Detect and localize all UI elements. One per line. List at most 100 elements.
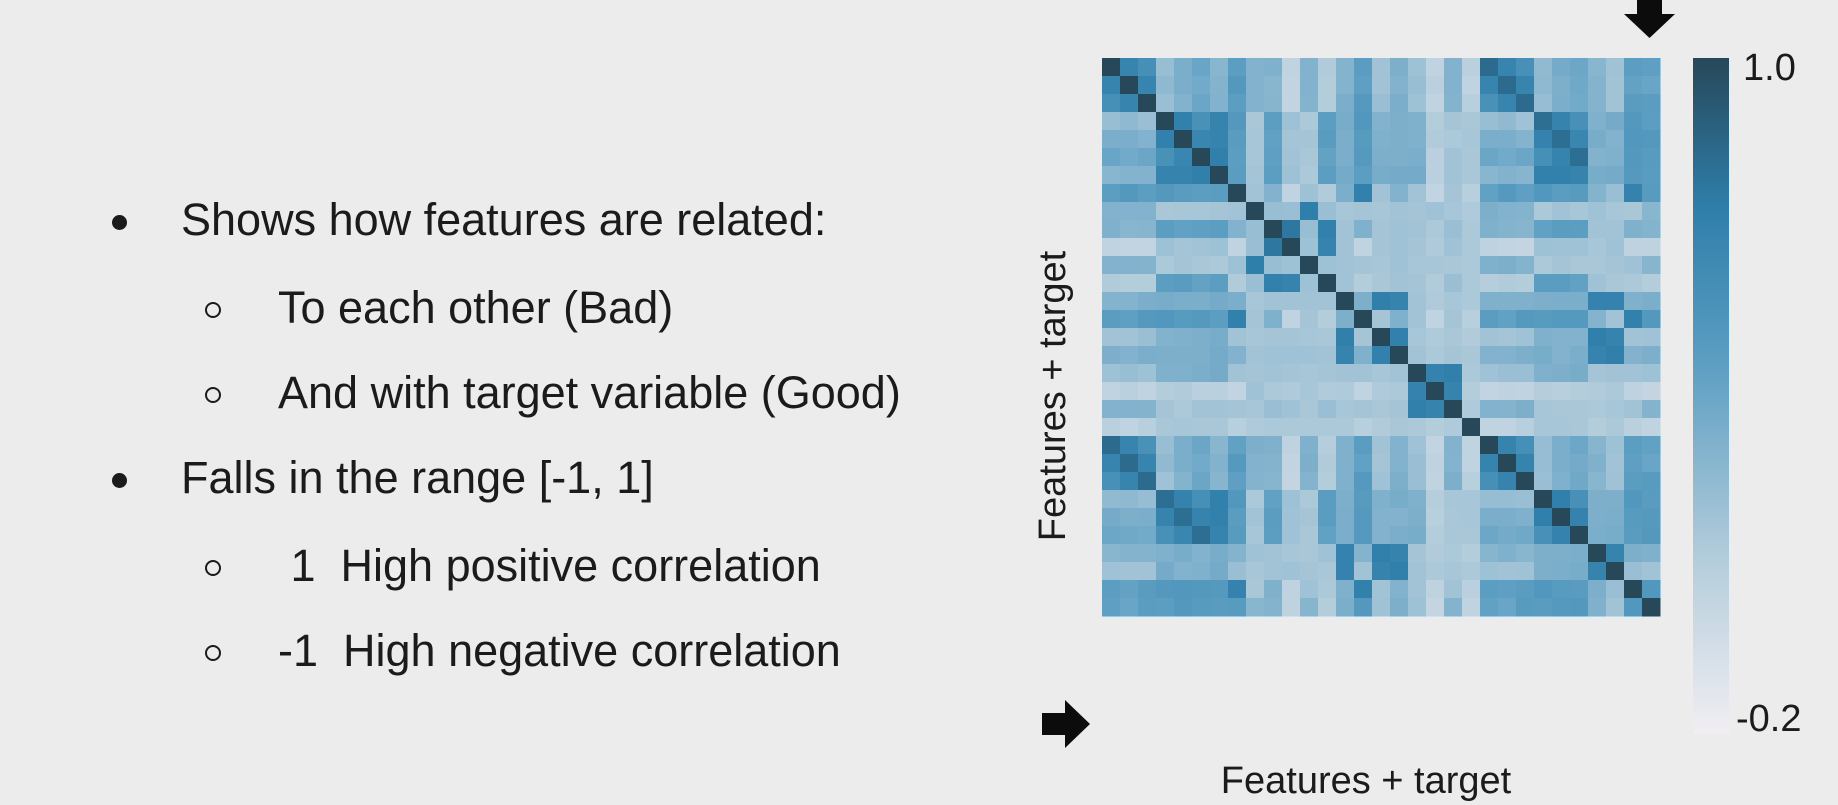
heatmap-cell-7-2: [1138, 184, 1157, 203]
heatmap-cell-19-16: [1390, 400, 1409, 419]
heatmap-cell-12-17: [1408, 274, 1427, 293]
heatmap-cell-10-19: [1444, 238, 1463, 257]
heatmap-cell-1-11: [1300, 76, 1319, 95]
heatmap-cell-24-17: [1408, 490, 1427, 509]
heatmap-cell-7-17: [1408, 184, 1427, 203]
heatmap-cell-29-6: [1210, 580, 1229, 599]
heatmap-cell-10-12: [1318, 238, 1337, 257]
heatmap-cell-7-24: [1534, 184, 1553, 203]
heatmap-cell-4-20: [1462, 130, 1481, 149]
heatmap-cell-21-3: [1156, 436, 1175, 455]
heatmap-cell-14-1: [1120, 310, 1139, 329]
heatmap-cell-13-8: [1246, 292, 1265, 311]
heatmap-cell-18-4: [1174, 382, 1193, 401]
heatmap-cell-1-14: [1354, 76, 1373, 95]
heatmap-cell-13-26: [1570, 292, 1589, 311]
heatmap-cell-26-30: [1642, 526, 1661, 545]
heatmap-cell-26-19: [1444, 526, 1463, 545]
heatmap-cell-16-27: [1588, 346, 1607, 365]
heatmap-cell-29-4: [1174, 580, 1193, 599]
heatmap-cell-25-1: [1120, 508, 1139, 527]
heatmap-cell-14-24: [1534, 310, 1553, 329]
heatmap-cell-23-15: [1372, 472, 1391, 491]
heatmap-cell-4-24: [1534, 130, 1553, 149]
heatmap-cell-22-8: [1246, 454, 1265, 473]
heatmap-cell-29-0: [1102, 580, 1121, 599]
heatmap-cell-26-3: [1156, 526, 1175, 545]
heatmap-cell-7-27: [1588, 184, 1607, 203]
heatmap-cell-2-20: [1462, 94, 1481, 113]
heatmap-cell-12-0: [1102, 274, 1121, 293]
heatmap-cell-26-22: [1498, 526, 1517, 545]
heatmap-cell-24-14: [1354, 490, 1373, 509]
heatmap-cell-3-14: [1354, 112, 1373, 131]
heatmap-cell-19-24: [1534, 400, 1553, 419]
heatmap-cell-1-1: [1120, 76, 1139, 95]
heatmap-cell-3-1: [1120, 112, 1139, 131]
heatmap-cell-4-7: [1228, 130, 1247, 149]
heatmap-cell-7-23: [1516, 184, 1535, 203]
heatmap-cell-4-19: [1444, 130, 1463, 149]
heatmap-cell-21-17: [1408, 436, 1427, 455]
heatmap-cell-9-20: [1462, 220, 1481, 239]
heatmap-cell-9-3: [1156, 220, 1175, 239]
heatmap-cell-10-3: [1156, 238, 1175, 257]
heatmap-cell-14-21: [1480, 310, 1499, 329]
heatmap-cell-28-0: [1102, 562, 1121, 581]
heatmap-cell-19-25: [1552, 400, 1571, 419]
heatmap-cell-3-3: [1156, 112, 1175, 131]
heatmap-cell-25-18: [1426, 508, 1445, 527]
heatmap-cell-24-23: [1516, 490, 1535, 509]
heatmap-cell-21-16: [1390, 436, 1409, 455]
heatmap-cell-30-2: [1138, 598, 1157, 617]
heatmap-cell-11-20: [1462, 256, 1481, 275]
heatmap-cell-21-8: [1246, 436, 1265, 455]
heatmap-cell-22-29: [1624, 454, 1643, 473]
heatmap-cell-12-22: [1498, 274, 1517, 293]
heatmap-cell-11-28: [1606, 256, 1625, 275]
heatmap-cell-27-11: [1300, 544, 1319, 563]
heatmap-cell-15-23: [1516, 328, 1535, 347]
heatmap-cell-2-7: [1228, 94, 1247, 113]
heatmap-cell-2-4: [1174, 94, 1193, 113]
heatmap-cell-18-13: [1336, 382, 1355, 401]
x-axis-label: Features + target: [1221, 760, 1512, 802]
heatmap-cell-6-27: [1588, 166, 1607, 185]
heatmap-cell-27-22: [1498, 544, 1517, 563]
heatmap-cell-1-20: [1462, 76, 1481, 95]
heatmap-cell-6-11: [1300, 166, 1319, 185]
heatmap-cell-24-5: [1192, 490, 1211, 509]
heatmap-cell-25-0: [1102, 508, 1121, 527]
heatmap-cell-8-21: [1480, 202, 1499, 221]
heatmap-cell-25-9: [1264, 508, 1283, 527]
heatmap-cell-1-18: [1426, 76, 1445, 95]
heatmap-cell-28-4: [1174, 562, 1193, 581]
heatmap-cell-26-1: [1120, 526, 1139, 545]
heatmap-cell-13-16: [1390, 292, 1409, 311]
heatmap-cell-10-29: [1624, 238, 1643, 257]
heatmap-cell-25-30: [1642, 508, 1661, 527]
heatmap-cell-4-1: [1120, 130, 1139, 149]
heatmap-cell-30-7: [1228, 598, 1247, 617]
heatmap-cell-10-0: [1102, 238, 1121, 257]
heatmap-cell-10-21: [1480, 238, 1499, 257]
heatmap-cell-13-1: [1120, 292, 1139, 311]
heatmap-cell-12-4: [1174, 274, 1193, 293]
heatmap-cell-3-19: [1444, 112, 1463, 131]
heatmap-cell-0-2: [1138, 58, 1157, 77]
arrow-right-icon: [1042, 700, 1090, 748]
heatmap-cell-2-11: [1300, 94, 1319, 113]
heatmap-cell-9-25: [1552, 220, 1571, 239]
heatmap-cell-25-12: [1318, 508, 1337, 527]
heatmap-cell-5-18: [1426, 148, 1445, 167]
heatmap-cell-28-3: [1156, 562, 1175, 581]
heatmap-cell-29-14: [1354, 580, 1373, 599]
heatmap-cell-14-15: [1372, 310, 1391, 329]
heatmap-cell-22-11: [1300, 454, 1319, 473]
heatmap-cell-29-28: [1606, 580, 1625, 599]
heatmap-cell-25-26: [1570, 508, 1589, 527]
heatmap-cell-29-23: [1516, 580, 1535, 599]
heatmap-cell-10-13: [1336, 238, 1355, 257]
heatmap-cell-28-26: [1570, 562, 1589, 581]
heatmap-cell-29-21: [1480, 580, 1499, 599]
